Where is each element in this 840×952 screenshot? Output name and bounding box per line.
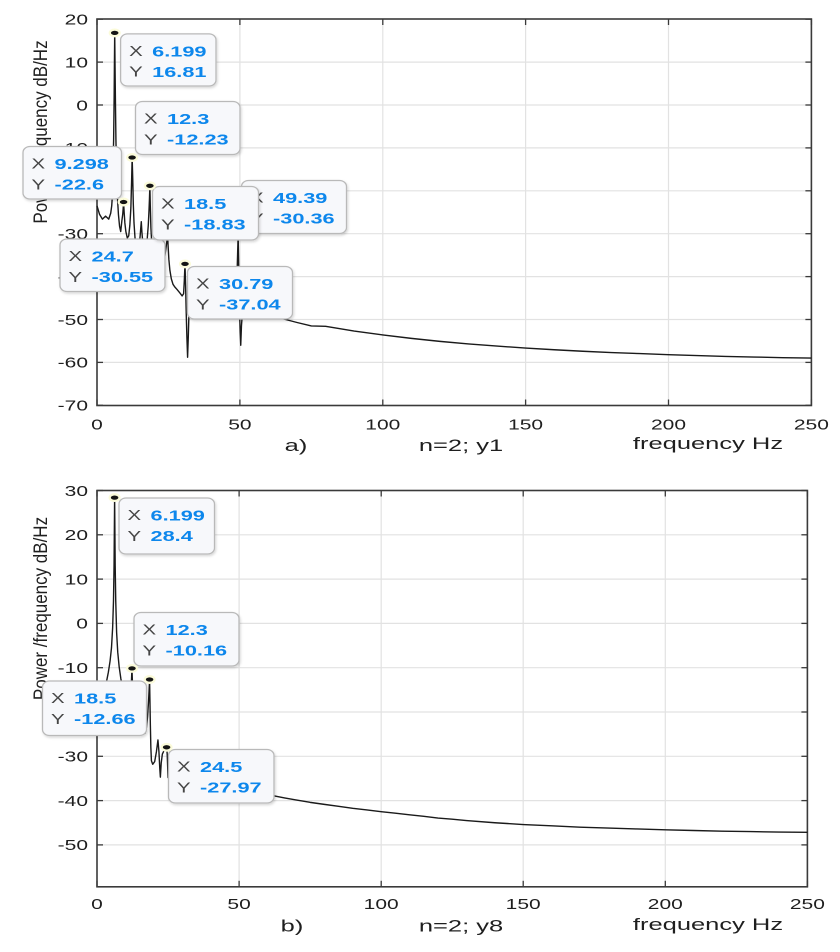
svg-text:6.199: 6.199 xyxy=(151,507,205,524)
svg-text:150: 150 xyxy=(508,415,543,432)
svg-text:-50: -50 xyxy=(58,311,88,328)
svg-text:-30: -30 xyxy=(58,225,88,242)
svg-text:10: 10 xyxy=(65,53,88,70)
svg-text:Y: Y xyxy=(144,131,158,148)
svg-text:Power /frequency dB/Hz: Power /frequency dB/Hz xyxy=(30,517,51,700)
svg-text:X: X xyxy=(196,275,210,292)
svg-text:-30.36: -30.36 xyxy=(273,210,335,227)
svg-text:0: 0 xyxy=(76,615,88,632)
svg-text:Y: Y xyxy=(177,779,191,796)
svg-text:X: X xyxy=(143,621,157,638)
svg-text:30.79: 30.79 xyxy=(219,275,273,292)
svg-text:-18.83: -18.83 xyxy=(184,216,246,233)
svg-text:-50: -50 xyxy=(58,836,88,853)
svg-text:-27.97: -27.97 xyxy=(200,779,262,796)
svg-text:24.5: 24.5 xyxy=(200,758,242,775)
svg-text:0: 0 xyxy=(91,415,103,432)
svg-text:28.4: 28.4 xyxy=(151,527,194,544)
svg-text:X: X xyxy=(161,195,175,212)
svg-text:18.5: 18.5 xyxy=(184,195,226,212)
svg-text:50: 50 xyxy=(228,415,251,432)
svg-text:X: X xyxy=(144,110,158,127)
svg-text:-37.04: -37.04 xyxy=(219,296,281,313)
svg-text:-30.55: -30.55 xyxy=(92,268,154,285)
svg-text:0: 0 xyxy=(91,895,103,912)
svg-text:X: X xyxy=(128,507,142,524)
svg-text:6.199: 6.199 xyxy=(152,43,206,60)
svg-text:0: 0 xyxy=(76,96,88,113)
svg-text:X: X xyxy=(69,248,83,265)
svg-text:-40: -40 xyxy=(58,792,88,809)
svg-text:frequency Hz: frequency Hz xyxy=(633,914,783,934)
svg-text:frequency Hz: frequency Hz xyxy=(633,433,783,453)
svg-text:-70: -70 xyxy=(58,397,88,414)
svg-text:18.5: 18.5 xyxy=(74,690,116,707)
svg-text:Y: Y xyxy=(143,642,157,659)
svg-text:50: 50 xyxy=(227,895,250,912)
svg-text:X: X xyxy=(177,758,191,775)
svg-text:-10: -10 xyxy=(58,659,88,676)
svg-text:b): b) xyxy=(281,916,304,936)
svg-text:12.3: 12.3 xyxy=(167,110,209,127)
svg-text:24.7: 24.7 xyxy=(92,248,134,265)
svg-text:Y: Y xyxy=(161,216,175,233)
svg-text:-22.6: -22.6 xyxy=(55,176,105,193)
svg-text:Y: Y xyxy=(128,527,142,544)
svg-text:-60: -60 xyxy=(58,354,88,371)
svg-text:100: 100 xyxy=(364,895,399,912)
svg-text:n=2; y8: n=2; y8 xyxy=(419,916,503,936)
svg-text:16.81: 16.81 xyxy=(152,63,206,80)
svg-text:n=2; y1: n=2; y1 xyxy=(419,435,503,455)
svg-text:250: 250 xyxy=(794,415,829,432)
svg-text:250: 250 xyxy=(790,895,825,912)
svg-text:-30: -30 xyxy=(58,748,88,765)
svg-text:Y: Y xyxy=(196,296,210,313)
svg-text:200: 200 xyxy=(651,415,686,432)
svg-text:100: 100 xyxy=(365,415,400,432)
svg-text:Y: Y xyxy=(32,176,46,193)
svg-text:X: X xyxy=(51,690,65,707)
svg-text:30: 30 xyxy=(65,482,88,499)
svg-text:200: 200 xyxy=(648,895,683,912)
svg-text:Y: Y xyxy=(51,710,65,727)
svg-text:49.39: 49.39 xyxy=(273,189,327,206)
svg-text:-12.23: -12.23 xyxy=(167,131,229,148)
svg-text:20: 20 xyxy=(65,11,88,28)
svg-text:9.298: 9.298 xyxy=(55,155,109,172)
svg-text:Y: Y xyxy=(129,63,143,80)
svg-text:Y: Y xyxy=(69,268,83,285)
svg-text:20: 20 xyxy=(65,526,88,543)
svg-text:150: 150 xyxy=(506,895,541,912)
svg-text:-12.66: -12.66 xyxy=(74,710,136,727)
svg-text:a): a) xyxy=(285,435,308,455)
svg-text:12.3: 12.3 xyxy=(166,621,208,638)
svg-text:-10.16: -10.16 xyxy=(166,642,228,659)
svg-text:X: X xyxy=(32,155,46,172)
svg-text:X: X xyxy=(129,43,143,60)
svg-text:10: 10 xyxy=(65,570,88,587)
